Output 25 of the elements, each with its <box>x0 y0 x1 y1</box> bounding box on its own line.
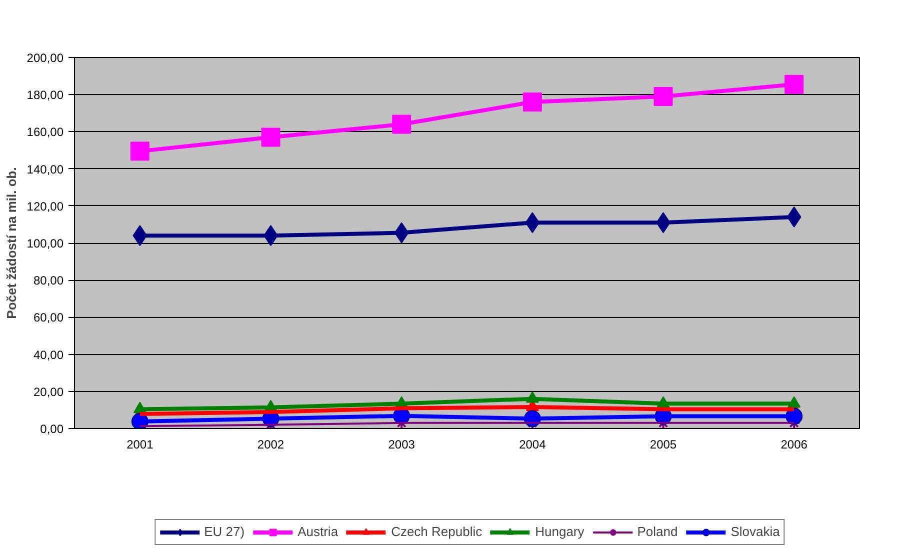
point <box>130 142 150 161</box>
legend-label: EU 27) <box>204 524 245 540</box>
x-tick-label: 2001 <box>126 438 154 452</box>
y-tick-label: 200,00 <box>26 51 64 65</box>
x-tick-label: 2005 <box>650 438 677 452</box>
legend-label: Poland <box>637 524 678 540</box>
legend-label: Czech Republic <box>391 524 482 540</box>
x-tick-label: 2003 <box>388 438 416 452</box>
y-tick-label: 180,00 <box>26 88 64 102</box>
y-tick-label: 160,00 <box>26 125 64 140</box>
y-tick-label: 140,00 <box>26 162 64 176</box>
y-tick-label: 100,00 <box>26 236 64 250</box>
y-tick-label: 80,00 <box>33 274 64 288</box>
y-tick-label: 40,00 <box>33 348 64 362</box>
legend-label: Slovakia <box>730 524 780 540</box>
x-tick-label: 2002 <box>257 438 284 452</box>
y-tick-label: 120,00 <box>26 199 64 214</box>
legend-label: Hungary <box>535 524 584 540</box>
y-tick-label: 20,00 <box>33 384 64 399</box>
y-axis-title: Počet žádostí na mil. ob. <box>4 167 19 319</box>
y-tick-label: 0,00 <box>40 422 64 436</box>
x-tick-label: 2004 <box>519 438 546 452</box>
legend-label: Austria <box>298 524 338 540</box>
x-tick-label: 2006 <box>780 438 808 452</box>
y-tick-label: 60,00 <box>33 310 64 325</box>
